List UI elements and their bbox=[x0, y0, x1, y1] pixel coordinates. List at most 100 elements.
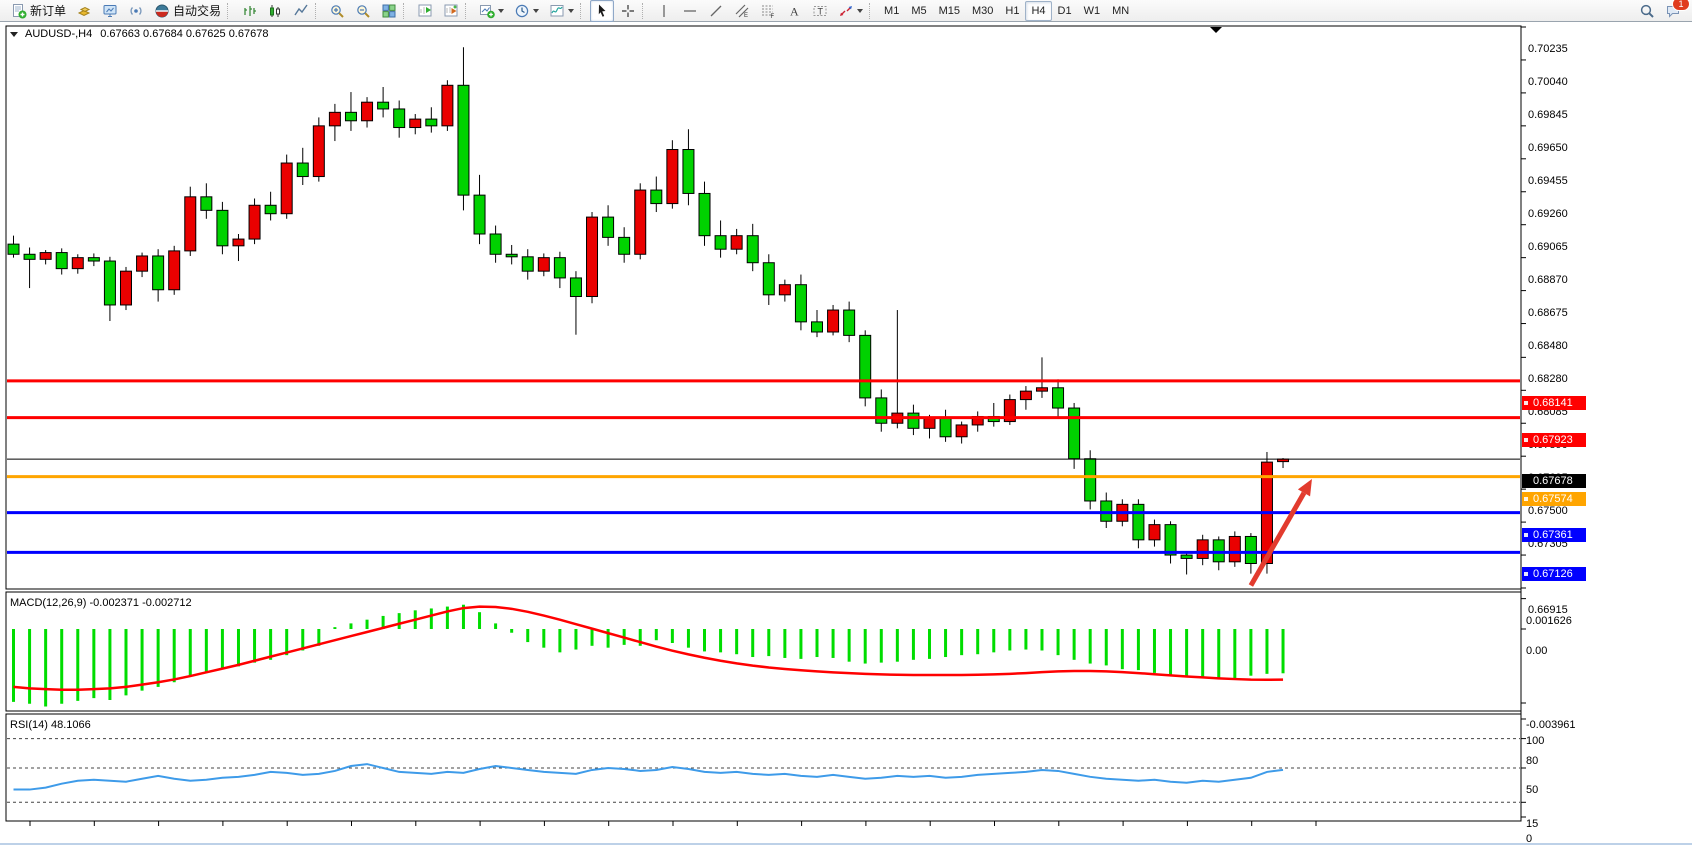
new-chart-button[interactable] bbox=[475, 0, 508, 22]
ohlc-values: 0.67663 0.67684 0.67625 0.67678 bbox=[100, 28, 269, 40]
candlestick-bar bbox=[843, 309, 856, 336]
timeframe-W1-button[interactable]: W1 bbox=[1083, 4, 1101, 17]
trendline-button[interactable] bbox=[704, 0, 728, 22]
candlestick-icon bbox=[267, 3, 283, 19]
fibonacci-button[interactable]: F bbox=[756, 0, 780, 22]
candlestick-bar bbox=[1019, 390, 1032, 401]
candlestick-bar bbox=[55, 252, 68, 270]
trendline-icon bbox=[708, 3, 724, 19]
rsi-axis-label: 50 bbox=[1526, 784, 1539, 796]
price-axis-label: 0.68675 bbox=[1528, 306, 1568, 319]
candlestick-bar bbox=[1212, 539, 1225, 563]
line-anchor-marker bbox=[1524, 532, 1528, 537]
line-anchor-marker bbox=[1524, 400, 1528, 405]
timeframe-M1-button[interactable]: M1 bbox=[884, 4, 900, 17]
templates-button[interactable] bbox=[545, 0, 578, 22]
candlestick-bar bbox=[537, 257, 550, 272]
toolbar-separator bbox=[580, 2, 588, 19]
candlestick-bar bbox=[1148, 524, 1161, 541]
timeframe-H1-button[interactable]: H1 bbox=[1005, 4, 1020, 17]
macd-name: MACD(12,26,9) bbox=[10, 597, 87, 609]
trend-arrow-shaft[interactable] bbox=[1248, 491, 1307, 587]
page-plus-icon bbox=[11, 3, 27, 19]
periods-button[interactable] bbox=[510, 0, 543, 22]
candlestick-bar bbox=[939, 417, 952, 438]
zoom-in-button[interactable] bbox=[325, 0, 349, 22]
tile-windows-button[interactable] bbox=[377, 0, 401, 22]
rsi-line bbox=[13, 763, 1284, 791]
macd-panel bbox=[5, 591, 1522, 712]
bar-chart-button[interactable] bbox=[237, 0, 261, 22]
candlestick-bar bbox=[1132, 503, 1145, 541]
market-watch-button[interactable] bbox=[98, 0, 122, 22]
rsi-value: 48.1066 bbox=[50, 719, 91, 731]
timeframe-MN-button[interactable]: MN bbox=[1112, 4, 1130, 17]
signal-button[interactable] bbox=[124, 0, 148, 22]
chart-window: AUDUSD-,H4 0.67663 0.67684 0.67625 0.676… bbox=[0, 22, 1692, 845]
chart-canvas bbox=[5, 25, 1526, 826]
trend-arrow-head[interactable] bbox=[1297, 479, 1312, 497]
channel-button[interactable]: E bbox=[730, 0, 754, 22]
arrows-button[interactable] bbox=[834, 0, 867, 22]
gold-button[interactable] bbox=[72, 0, 96, 22]
timeframe-H4-button[interactable]: H4 bbox=[1025, 0, 1052, 21]
candlestick-bar bbox=[39, 252, 52, 260]
indicator-list-button[interactable] bbox=[439, 0, 463, 22]
toolbar-separator bbox=[642, 2, 650, 19]
timeframe-M5-button[interactable]: M5 bbox=[911, 4, 927, 17]
price-badge-0.68141: 0.68141 bbox=[1522, 395, 1586, 410]
candlestick-bar bbox=[586, 216, 599, 298]
text-label-button[interactable]: T bbox=[808, 0, 832, 22]
autotrading-button[interactable]: 自动交易 bbox=[150, 0, 225, 22]
indicators-button[interactable] bbox=[413, 0, 437, 22]
cursor-button[interactable] bbox=[590, 0, 615, 22]
candlestick-bar bbox=[618, 236, 631, 255]
toolbar-separator bbox=[315, 2, 323, 19]
line-chart-icon bbox=[293, 3, 309, 19]
zoom-out-button[interactable] bbox=[351, 0, 375, 22]
macd-axis-label: 0.00 bbox=[1526, 645, 1548, 657]
gold-bars-icon bbox=[76, 3, 92, 19]
hline-icon bbox=[682, 3, 698, 19]
svg-text:A: A bbox=[790, 4, 799, 18]
candlestick-bar bbox=[87, 257, 100, 262]
text-button[interactable]: A bbox=[782, 0, 806, 22]
crosshair-button[interactable] bbox=[616, 0, 640, 22]
crosshair-icon bbox=[620, 3, 636, 19]
timeframe-M30-button[interactable]: M30 bbox=[972, 4, 994, 17]
candlestick-bar bbox=[473, 194, 486, 235]
rsi-axis-label: 15 bbox=[1526, 818, 1539, 831]
candlestick-bar bbox=[762, 262, 775, 296]
price-badge-0.67678: 0.67678 bbox=[1522, 474, 1586, 489]
chart-collapse-icon[interactable] bbox=[10, 31, 18, 37]
hline-button[interactable] bbox=[678, 0, 702, 22]
channel-icon: E bbox=[734, 3, 750, 19]
timeframe-M15-button[interactable]: M15 bbox=[938, 4, 960, 17]
new-order-button[interactable]: 新订单 bbox=[7, 0, 70, 22]
candlestick-bar bbox=[746, 235, 759, 264]
chat-button[interactable]: 1 bbox=[1661, 0, 1690, 22]
vline-button[interactable] bbox=[652, 0, 676, 22]
candlestick-bar bbox=[811, 321, 823, 333]
clock-icon bbox=[514, 3, 530, 19]
candlestick-bar bbox=[312, 125, 325, 178]
candlestick-bar bbox=[875, 397, 888, 424]
candle-chart-button[interactable] bbox=[263, 0, 287, 22]
svg-text:F: F bbox=[771, 14, 775, 19]
candlestick-bar bbox=[682, 149, 695, 194]
window-bottom-edge bbox=[0, 843, 1692, 845]
price-axis-label: 0.68480 bbox=[1528, 339, 1568, 352]
candlestick-bar bbox=[602, 216, 615, 238]
timeframe-D1-button[interactable]: D1 bbox=[1057, 4, 1072, 17]
line-chart-button[interactable] bbox=[289, 0, 313, 22]
search-button[interactable] bbox=[1635, 0, 1659, 22]
price-badge-0.67923: 0.67923 bbox=[1522, 432, 1586, 447]
candlestick-bar bbox=[7, 243, 20, 255]
candlestick-bar bbox=[553, 257, 566, 279]
chart-shift-marker[interactable] bbox=[1210, 27, 1222, 33]
toolbar: 新订单 自动交易 E F A T M1 M5 M15 M30 H1 H4 D1 W1 MN 1 bbox=[0, 0, 1692, 22]
toolbar-separator bbox=[465, 2, 473, 19]
candlestick-bar bbox=[103, 260, 116, 306]
chevron-down-icon bbox=[533, 8, 540, 13]
candlestick-bar bbox=[505, 253, 518, 258]
